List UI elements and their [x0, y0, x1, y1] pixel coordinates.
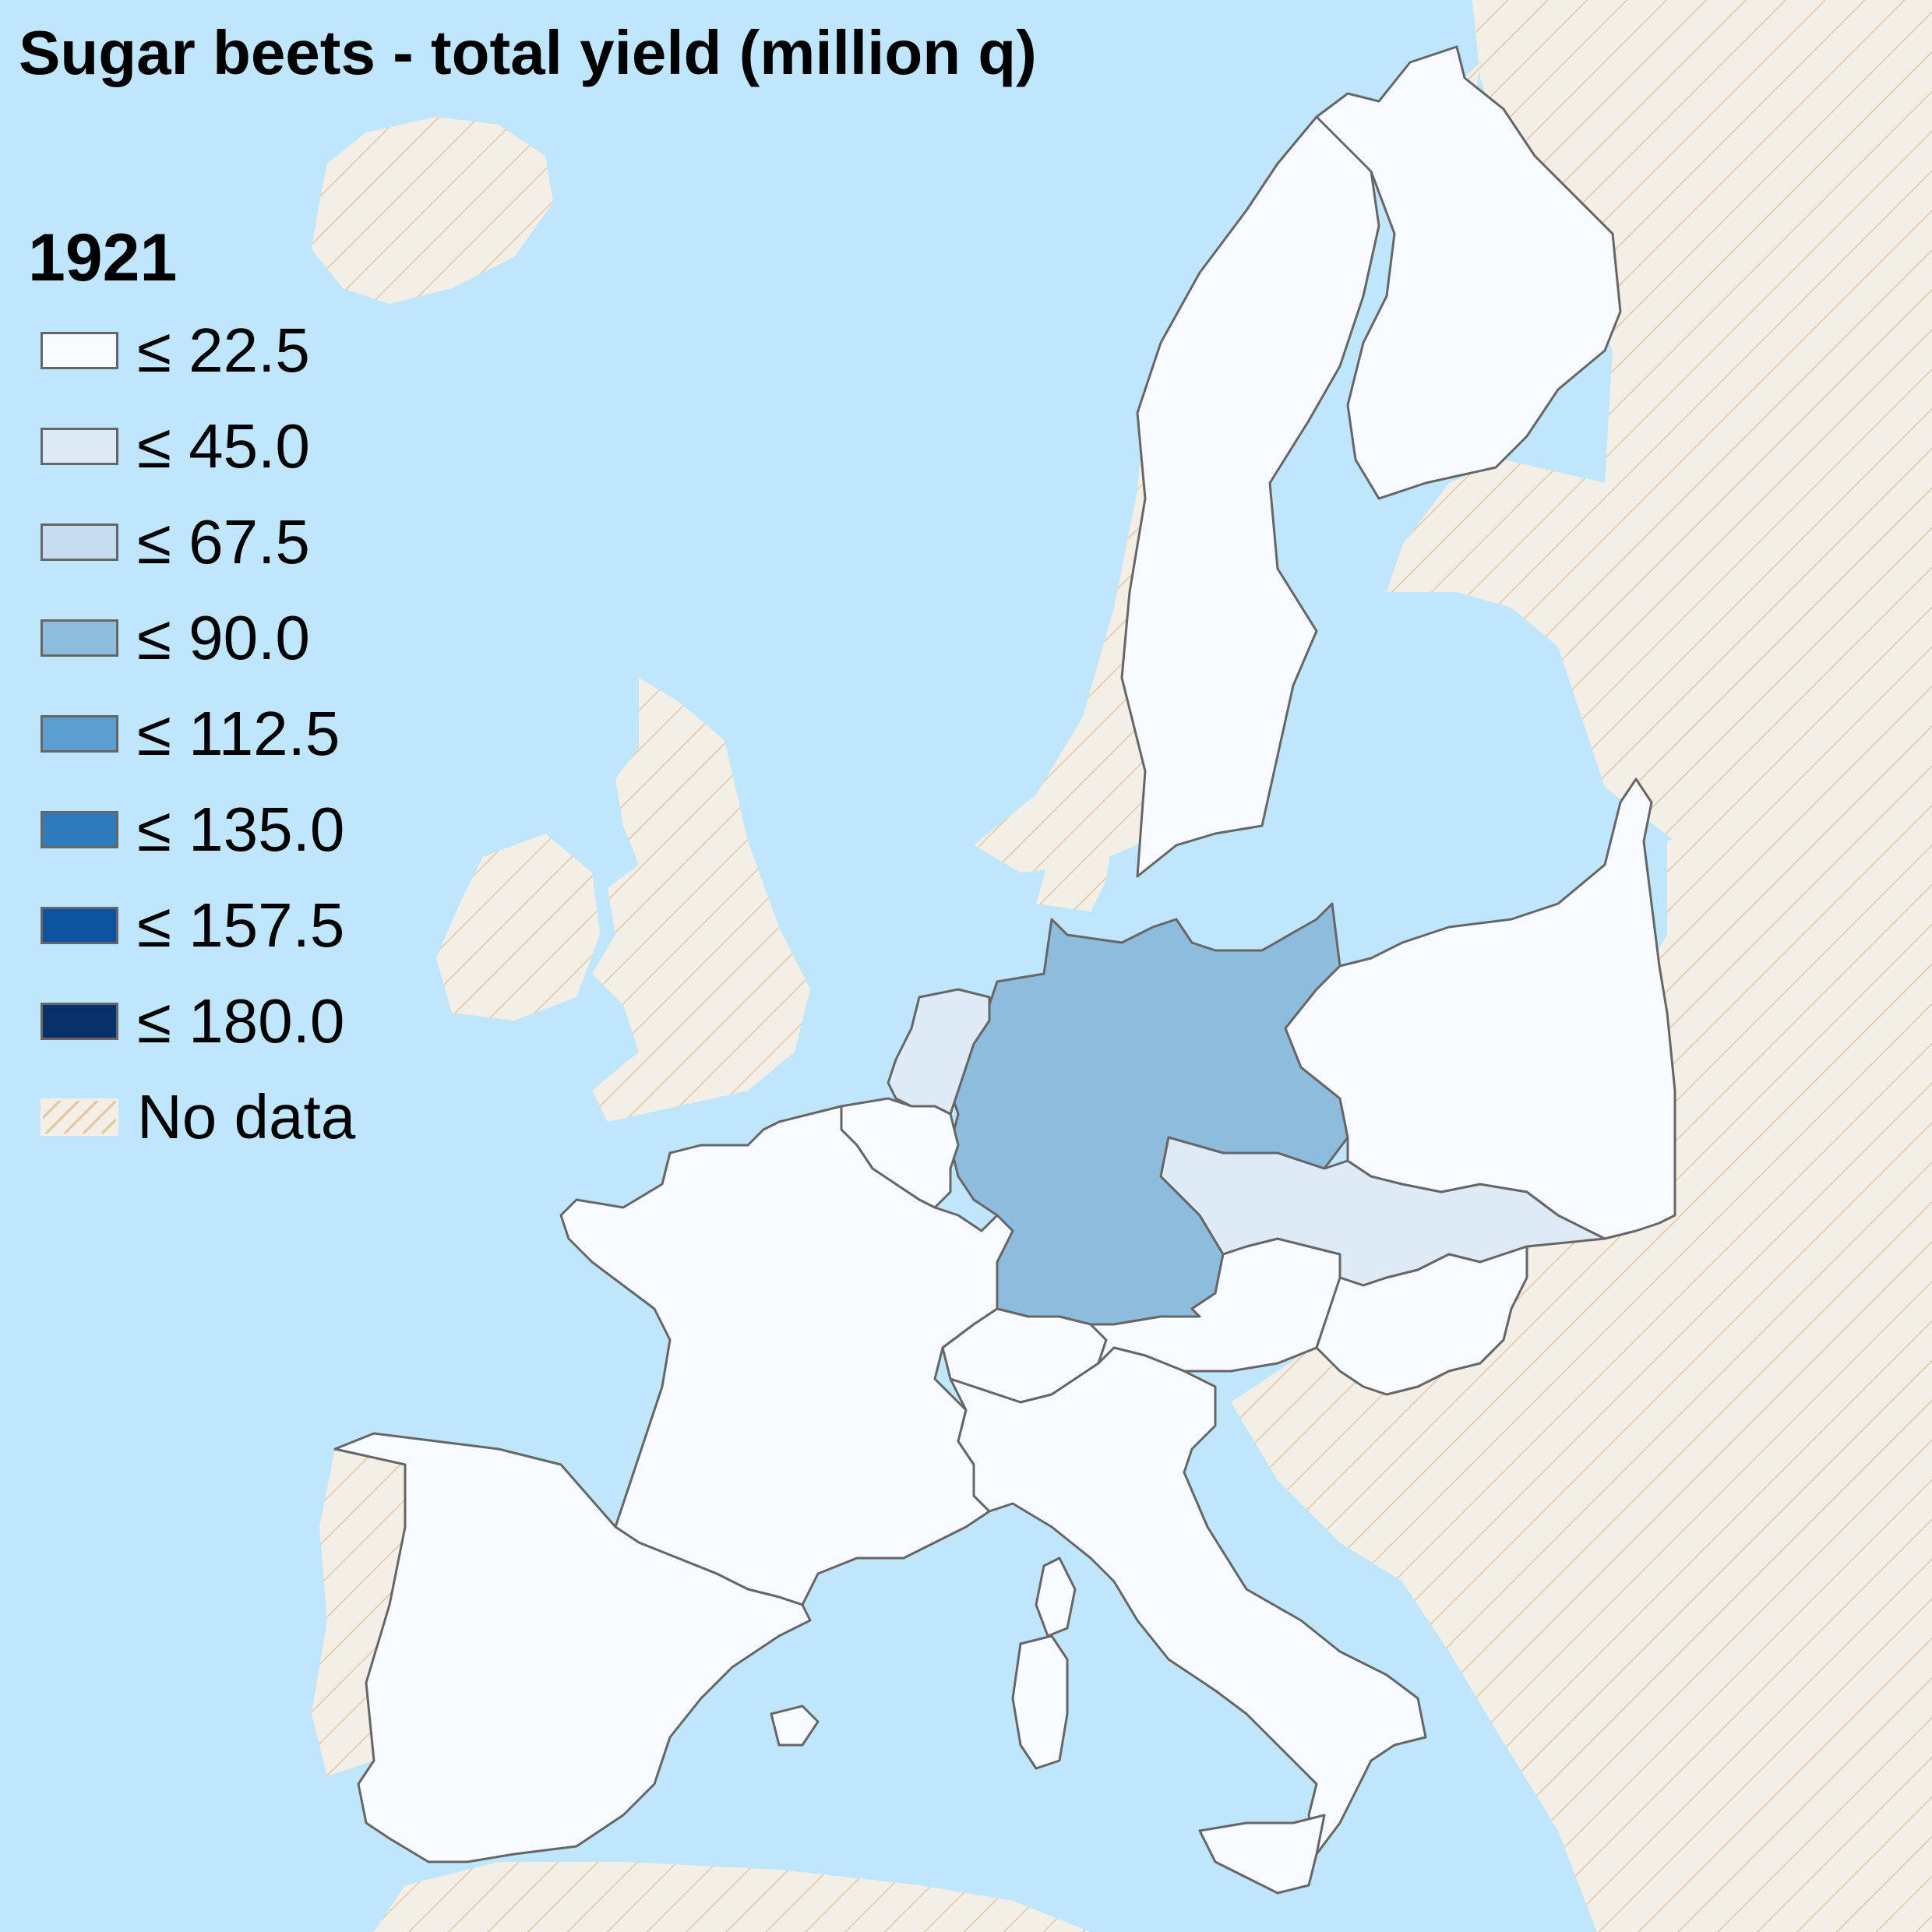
iceland — [312, 117, 553, 304]
great-britain — [592, 678, 810, 1122]
legend-label: ≤ 180.0 — [137, 986, 345, 1056]
denmark — [1036, 763, 1114, 911]
ireland — [436, 834, 600, 1021]
legend-label: ≤ 45.0 — [137, 411, 310, 481]
data-countries — [333, 45, 1676, 1895]
poland — [1284, 777, 1676, 1240]
map-title: Sugar beets - total yield (million q) — [19, 18, 1037, 87]
legend-label: ≤ 90.0 — [137, 603, 310, 672]
corsica — [1035, 1557, 1077, 1638]
legend-label: ≤ 135.0 — [137, 795, 345, 864]
legend-swatch — [41, 715, 118, 753]
legend-label: ≤ 112.5 — [137, 699, 340, 768]
sweden — [1120, 115, 1380, 878]
hungary — [1315, 1245, 1528, 1396]
mallorca — [770, 1705, 820, 1747]
france — [559, 1105, 1014, 1606]
legend-swatch — [41, 524, 118, 561]
legend-label: ≤ 157.5 — [137, 890, 345, 960]
balkans — [1231, 1231, 1932, 1932]
legend-label: ≤ 22.5 — [137, 316, 310, 385]
norway — [974, 62, 1480, 873]
portugal — [312, 1449, 405, 1776]
legend-swatch — [41, 1098, 118, 1136]
italy — [949, 1346, 1427, 1856]
sicily — [1198, 1814, 1326, 1895]
north-africa — [374, 1862, 1091, 1932]
legend-swatch — [41, 1003, 118, 1040]
russia-north — [1387, 0, 1932, 841]
legend-swatch — [41, 619, 118, 657]
legend-swatch — [41, 907, 118, 944]
map-year: 1921 — [28, 220, 178, 295]
legend-swatch — [41, 811, 118, 848]
legend-label: No data — [137, 1082, 356, 1151]
spain — [333, 1432, 812, 1863]
legend-label: ≤ 67.5 — [137, 507, 310, 576]
sardinia — [1011, 1634, 1069, 1770]
finland — [1315, 45, 1622, 500]
legend-swatch — [41, 428, 118, 465]
legend-swatch — [41, 332, 118, 369]
